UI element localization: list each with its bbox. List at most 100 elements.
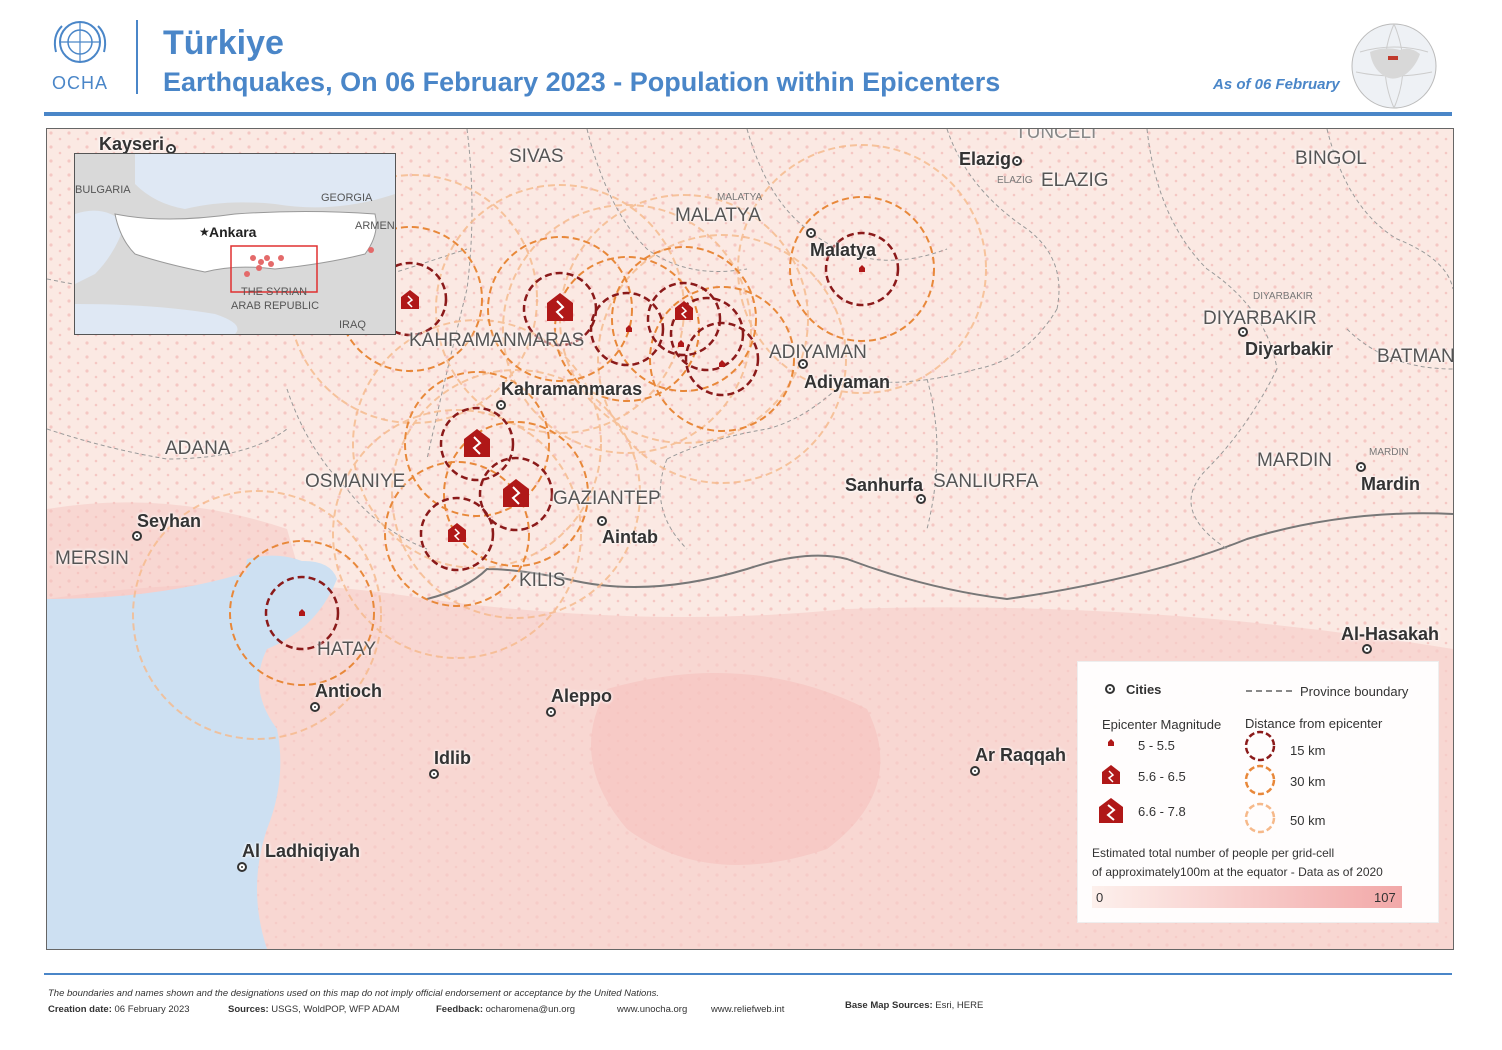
city-label[interactable]: Ar Raqqah [975,745,1067,765]
city-label[interactable]: Elazig [959,149,1012,169]
province-small-label: MARDIN [1369,447,1409,458]
province-label: ADIYAMAN [769,342,867,363]
legend-distance-label: 50 km [1290,813,1326,828]
feedback-label: Feedback: [436,1004,483,1015]
legend-population-note: Estimated total number of people per gri… [1092,846,1335,860]
epicenter-marker [678,340,684,347]
city-label[interactable]: Diyarbakir [1245,339,1334,359]
city-label[interactable]: Al Ladhiqiyah [242,841,361,861]
epicenter-marker [626,325,632,332]
city-label[interactable]: Malatya [810,240,877,260]
province-label: MALATYA [675,205,761,226]
legend-city-symbol [1105,684,1115,694]
city-label[interactable]: Aintab [602,527,658,547]
epicenter-marker [719,360,725,367]
province-label: MARDIN [1257,450,1332,471]
inset-label: ARAB REPUBLIC [231,300,320,312]
sources: Sources: USGS, WoldPOP, WFP ADAM [228,1004,400,1015]
city-marker [132,531,142,541]
city-marker [1238,327,1248,337]
city-label[interactable]: Antioch [315,681,382,701]
country-border [426,512,1453,601]
city-label[interactable]: Idlib [434,748,471,768]
inset-label: THE SYRIAN [241,286,308,298]
org-logo-text: OCHA [51,73,108,93]
disclaimer: The boundaries and names shown and the d… [48,988,660,999]
province-label: SANLIURFA [933,471,1039,492]
province-small-label: DIYARBAKIR [1253,291,1313,302]
map-frame[interactable]: SIVAS MALATYA ELAZIG BINGOL TUNCELI KAHR… [46,128,1454,950]
legend-scale-max: 107 [1374,890,1396,905]
page-title: Türkiye [163,24,284,62]
epicenter-marker [547,293,573,321]
province-label: ADANA [165,438,231,459]
inset-basemap: ★ [75,154,395,334]
province-label: OSMANIYE [305,471,406,492]
legend-population-ramp [1092,886,1402,908]
site-link-ocha[interactable]: www.unocha.org [617,1004,688,1015]
svg-text:★: ★ [199,225,210,239]
city-label[interactable]: Sanhurfa [845,475,924,495]
inset-label: ARMENIA [355,220,395,232]
legend-population-note: of approximately100m at the equator - Da… [1092,865,1383,879]
basemap-sources: Base Map Sources: Esri, HERE [845,1000,983,1011]
inset-capital-label: Ankara [209,224,257,240]
city-label[interactable]: Seyhan [137,511,202,531]
legend-magnitude-label: 6.6 - 7.8 [1138,804,1186,819]
city-marker [916,494,926,504]
legend-distance-title: Distance from epicenter [1245,716,1383,731]
un-emblem-icon [53,21,107,63]
legend-magnitude-symbols [1099,739,1123,823]
legend-distance-symbols [1244,730,1276,834]
inset-map[interactable]: ★ Ankara BULGARIA GEORGIA ARMENIA THE SY… [74,153,396,335]
province-small-label: MALATYA [717,192,763,203]
province-label: HATAY [317,639,377,660]
basemap-label: Base Map Sources: [845,1000,933,1011]
province-label: KILIS [519,570,566,591]
mediterranean-sea [47,561,337,949]
header-rule [44,112,1452,116]
epicenter-marker [859,265,865,272]
epicenter-marker [299,609,305,616]
inset-label: BULGARIA [75,184,131,196]
city-label[interactable]: Al-Hasakah [1341,624,1440,644]
city-label[interactable]: Mardin [1361,474,1421,494]
creation-value: 06 February 2023 [114,1004,190,1015]
legend-magnitude-label: 5.6 - 6.5 [1138,769,1186,784]
legend-distance-label: 30 km [1290,774,1326,789]
legend-boundary-symbol [1246,690,1292,692]
province-label: DIYARBAKIR [1203,308,1317,329]
city-marker [1356,462,1366,472]
epicenter-marker [401,290,419,309]
inset-label: GEORGIA [321,192,373,204]
province-label: TUNCELI [1015,128,1097,143]
city-marker [1362,644,1372,654]
city-label[interactable]: Kahramanmaras [501,379,643,399]
province-label: KAHRAMANMARAS [409,330,585,351]
legend-magnitude-title: Epicenter Magnitude [1102,717,1222,732]
legend-boundary-label: Province boundary [1300,684,1409,699]
feedback: Feedback: ocharomena@un.org [436,1004,575,1015]
feedback-email[interactable]: ocharomena@un.org [485,1004,576,1015]
page-subtitle: Earthquakes, On 06 February 2023 - Popul… [163,67,1001,97]
epicenter-marker [448,523,466,542]
basemap-value: Esri, HERE [935,1000,984,1011]
site-link-reliefweb[interactable]: www.reliefweb.int [711,1004,785,1015]
city-marker [496,400,506,410]
city-marker [546,707,556,717]
city-marker [597,516,607,526]
city-label[interactable]: Adiyaman [804,372,891,392]
province-label: SIVAS [509,146,564,167]
city-marker [310,702,320,712]
city-marker [1012,156,1022,166]
city-label[interactable]: Kayseri [99,134,165,154]
province-small-label: ELAZIG [997,175,1033,186]
province-label: ELAZIG [1041,170,1109,191]
legend-cities-label: Cities [1126,682,1162,697]
sources-value: USGS, WoldPOP, WFP ADAM [271,1004,400,1015]
city-marker [806,228,816,238]
sources-label: Sources: [228,1004,269,1015]
epicenter-rings [132,144,987,740]
header-divider [136,20,138,94]
city-label[interactable]: Aleppo [551,686,612,706]
